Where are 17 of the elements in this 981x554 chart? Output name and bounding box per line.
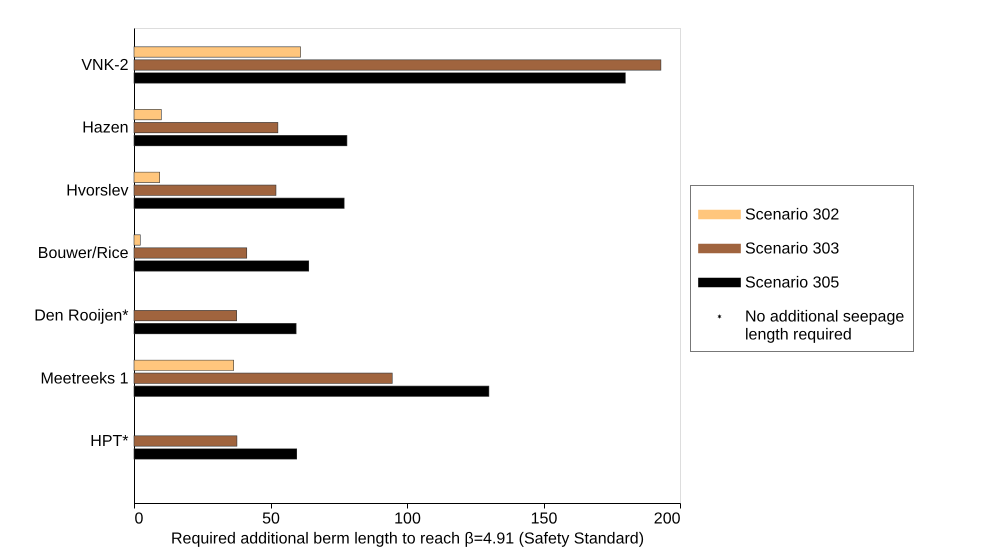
y-tick-label: HPT* bbox=[90, 432, 128, 450]
y-tick-label: Hazen bbox=[82, 120, 128, 137]
y-tick-label: Meetreeks 1 bbox=[40, 370, 129, 388]
legend-label: Scenario 303 bbox=[745, 240, 840, 258]
x-axis-title: Required additional berm length to reach β=4.91 (Safety Standard) bbox=[170, 530, 644, 548]
y-tick-label: VNK-2 bbox=[81, 56, 129, 74]
legend-label: No additional seepage length required bbox=[745, 308, 904, 344]
y-tick-label: Hvorslev bbox=[66, 182, 128, 200]
x-tick-label: 200 bbox=[654, 510, 681, 528]
x-tick-label: 0 bbox=[134, 510, 144, 528]
x-tick-label: 150 bbox=[530, 510, 558, 528]
x-tick-label: 100 bbox=[394, 510, 421, 528]
legend-label: Scenario 305 bbox=[745, 274, 840, 292]
legend-label: Scenario 302 bbox=[745, 206, 840, 224]
x-tick-label: 50 bbox=[262, 510, 280, 528]
y-tick-label: Bouwer/Rice bbox=[38, 244, 129, 262]
y-tick-label: Den Rooijen* bbox=[34, 308, 128, 325]
